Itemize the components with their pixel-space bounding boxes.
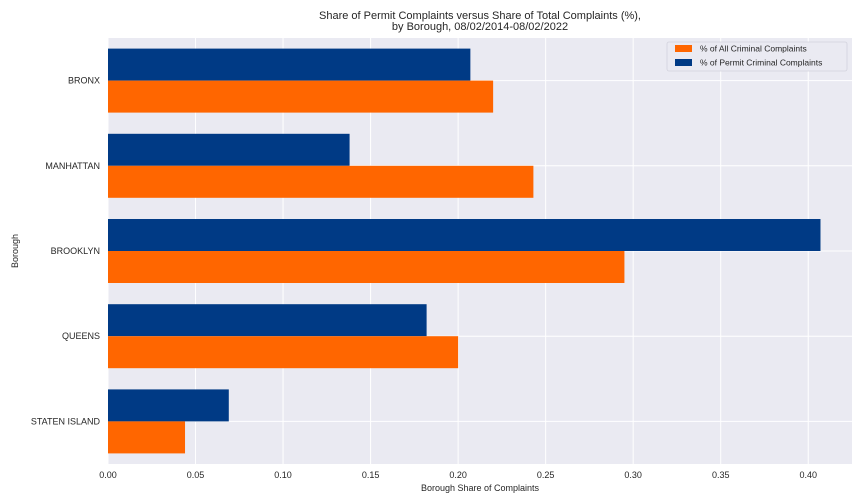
y-tick-label: MANHATTAN <box>45 161 100 171</box>
y-tick-label: BRONX <box>68 76 100 86</box>
bar-permit-complaints <box>108 133 350 166</box>
bar-permit-complaints <box>108 219 821 251</box>
bar-all-complaints <box>108 336 459 369</box>
legend: % of All Criminal Complaints % of Permit… <box>666 41 848 72</box>
bars <box>108 48 821 454</box>
x-tick-label: 0.40 <box>799 470 817 480</box>
x-axis-label: Borough Share of Complaints <box>421 483 540 493</box>
y-tick-labels: BRONX MANHATTAN BROOKLYN QUEENS STATEN ISLAN… <box>31 76 101 427</box>
legend-box <box>666 41 848 72</box>
y-tick-label: QUEENS <box>62 331 100 341</box>
legend-label-permit-complaints: % of Permit Criminal Complaints <box>700 58 822 68</box>
x-tick-label: 0.05 <box>187 470 205 480</box>
bar-all-complaints <box>108 421 186 454</box>
bar-permit-complaints <box>108 48 471 81</box>
legend-swatch-permit-complaints <box>675 59 692 66</box>
x-tick-label: 0.20 <box>449 470 467 480</box>
x-tick-label: 0.30 <box>624 470 642 480</box>
legend-swatch-all-complaints <box>675 45 692 52</box>
y-tick-label: BROOKLYN <box>51 246 100 256</box>
bar-permit-complaints <box>108 389 229 422</box>
x-tick-label: 0.25 <box>537 470 555 480</box>
bar-all-complaints <box>108 165 534 198</box>
x-tick-label: 0.10 <box>274 470 292 480</box>
chart-subtitle: by Borough, 08/02/2014-08/02/2022 <box>392 21 568 33</box>
x-tick-labels: 0.00 0.05 0.10 0.15 0.20 0.25 0.30 0.35 0.40 <box>99 470 817 480</box>
legend-label-all-complaints: % of All Criminal Complaints <box>700 44 807 54</box>
y-tick-label: STATEN ISLAND <box>31 416 101 426</box>
bar-permit-complaints <box>108 304 427 337</box>
bar-all-complaints <box>108 80 494 113</box>
bar-all-complaints <box>108 251 625 283</box>
chart-title: Share of Permit Complaints versus Share … <box>319 10 641 22</box>
x-tick-label: 0.00 <box>99 470 117 480</box>
x-tick-label: 0.15 <box>362 470 380 480</box>
y-axis-label: Borough <box>10 234 20 268</box>
x-tick-label: 0.35 <box>712 470 730 480</box>
